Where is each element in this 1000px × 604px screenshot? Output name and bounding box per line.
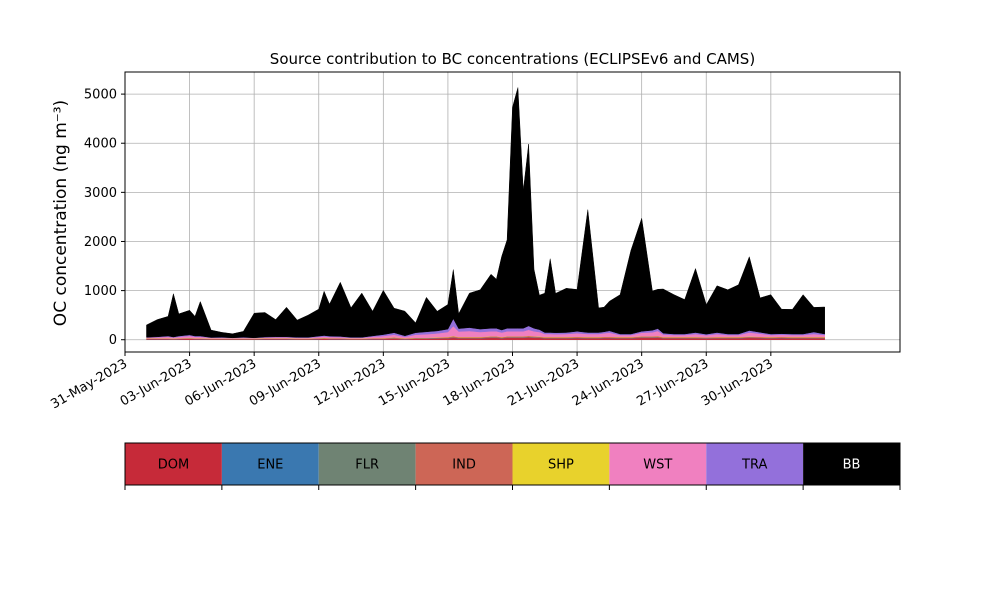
y-tick-label: 3000	[84, 186, 117, 201]
legend-swatch-dom	[125, 443, 222, 485]
y-tick-label: 4000	[84, 137, 117, 152]
legend-label-dom: DOM	[158, 458, 189, 473]
y-tick-label: 0	[109, 333, 117, 348]
x-tick-label: 09-Jun-2023	[247, 356, 324, 409]
legend-label-tra: TRA	[741, 458, 767, 473]
x-tick-label: 03-Jun-2023	[118, 356, 195, 409]
area-bb	[146, 87, 825, 339]
series-areas	[146, 87, 825, 340]
legend-label-ind: IND	[452, 458, 476, 473]
legend-swatch-tra	[706, 443, 804, 485]
legend-swatch-bb	[803, 443, 900, 485]
x-tick-label: 06-Jun-2023	[182, 356, 259, 409]
x-tick-label: 12-Jun-2023	[312, 356, 389, 409]
x-tick-label: 15-Jun-2023	[376, 356, 453, 409]
x-tick-label: 21-Jun-2023	[505, 356, 582, 409]
legend-swatch-wst	[609, 443, 707, 485]
legend-swatch-ind	[415, 443, 513, 485]
legend-swatch-flr	[318, 443, 416, 485]
legend-label-bb: BB	[843, 458, 861, 473]
legend-label-shp: SHP	[548, 458, 574, 473]
legend-label-ene: ENE	[257, 458, 283, 473]
x-tick-label: 27-Jun-2023	[634, 356, 711, 409]
axes: 0 1000 2000 3000 4000 5000 31-May-202303-Jun-2…	[48, 88, 776, 413]
chart-title: Source contribution to BC concentrations…	[270, 50, 755, 68]
legend-swatch-shp	[512, 443, 610, 485]
y-axis-label: OC concentration (ng m⁻³)	[51, 100, 71, 326]
legend-label-wst: WST	[643, 458, 672, 473]
x-tick-label: 18-Jun-2023	[441, 356, 518, 409]
x-tick-label: 31-May-2023	[48, 356, 130, 412]
x-tick-label: 30-Jun-2023	[699, 356, 776, 409]
x-tick-label: 24-Jun-2023	[570, 356, 647, 409]
legend-label-flr: FLR	[355, 458, 379, 473]
y-tick-label: 2000	[84, 235, 117, 250]
y-tick-label: 5000	[84, 88, 117, 103]
legend-swatch-ene	[221, 443, 319, 485]
y-tick-label: 1000	[84, 284, 117, 299]
legend: DOM ENE FLR IND SHP WST TRA BB	[124, 442, 901, 490]
